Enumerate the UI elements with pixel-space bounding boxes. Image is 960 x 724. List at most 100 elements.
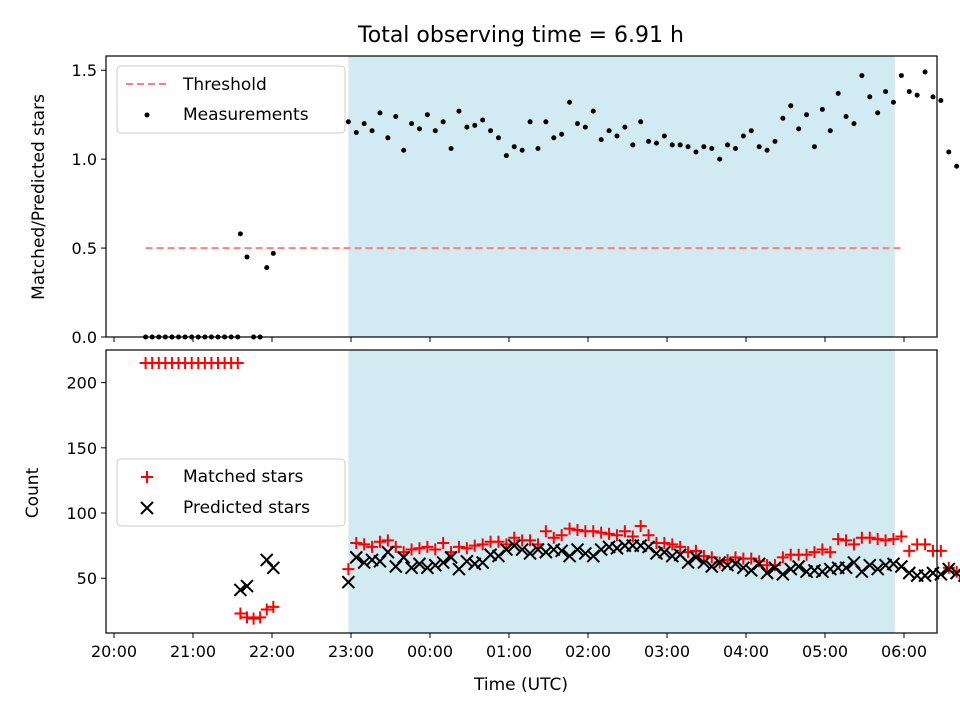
matched-star-point [642, 529, 655, 542]
matched-star-point [808, 546, 821, 559]
measurement-point [772, 138, 778, 144]
measurement-point [701, 144, 707, 150]
matched-star-point [674, 540, 687, 553]
measurement-point [938, 97, 944, 103]
bottom-legend: Matched stars Predicted stars [116, 458, 346, 527]
measurement-point [527, 119, 533, 125]
matched-star-point [840, 534, 853, 547]
measurement-point [804, 112, 810, 118]
matched-star-point [539, 525, 552, 538]
measurement-point [835, 90, 841, 96]
legend-predicted-swatch [140, 501, 154, 515]
measurement-point [669, 142, 675, 148]
predicted-star-point [507, 538, 521, 553]
predicted-star-point [610, 541, 624, 555]
top-y-tick-label: 0.5 [72, 239, 97, 258]
matched-star-point [666, 538, 679, 551]
predicted-star-point [266, 561, 281, 575]
measurement-point [851, 121, 857, 127]
matched-star-point [373, 535, 386, 548]
matched-star-point [824, 546, 837, 559]
predicted-star-point [776, 567, 790, 582]
measurement-point [954, 163, 960, 169]
measurement-point [922, 69, 928, 75]
matched-star-point [903, 544, 916, 557]
bottom-y-tick-label: 150 [66, 439, 97, 458]
measurement-point [685, 144, 691, 150]
bottom-x-tick-label: 23:00 [328, 642, 374, 661]
matched-star-point [366, 540, 379, 553]
bottom-x-tick-label: 04:00 [723, 642, 769, 661]
matched-star-point [260, 603, 273, 616]
measurement-point [503, 153, 509, 159]
bottom-x-tick-label: 21:00 [170, 642, 216, 661]
measurement-point [448, 145, 454, 151]
matched-star-point [871, 533, 884, 546]
bottom-x-tick-label: 02:00 [565, 642, 611, 661]
bottom-panel: 50 100 150 200 20:00 21:00 22:00 23:00 00:00 01:0… [66, 349, 960, 661]
measurement-point [906, 89, 912, 95]
matched-star-point [689, 544, 702, 557]
measurement-point [369, 128, 375, 134]
matched-star-point [832, 533, 845, 546]
measurement-point [875, 110, 881, 116]
legend-matched-swatch [141, 471, 153, 483]
matched-star-point [634, 520, 647, 533]
bottom-x-tick-label: 01:00 [486, 642, 532, 661]
matched-star-point [547, 531, 560, 544]
measurement-point [677, 142, 683, 148]
top-y-tick-label: 1.5 [72, 61, 97, 80]
matched-star-point [452, 540, 465, 553]
legend-predicted-label: Predicted stars [183, 498, 310, 518]
matched-star-point [421, 540, 434, 553]
measurement-point [764, 147, 770, 153]
measurement-point [424, 112, 430, 118]
measurement-point [811, 144, 817, 150]
bottom-x-tick-label: 06:00 [881, 642, 927, 661]
matched-star-point [618, 525, 631, 538]
matched-star-point [429, 543, 442, 556]
matched-star-point [231, 357, 244, 370]
predicted-star-point [531, 542, 545, 557]
predicted-star-point [657, 545, 672, 559]
predicted-star-point [570, 542, 585, 557]
x-axis-label: Time (UTC) [473, 675, 568, 695]
matched-star-point [816, 543, 829, 556]
matched-star-point [697, 550, 710, 563]
matched-star-point [603, 527, 616, 540]
top-y-axis-label: Matched/Predicted stars [29, 94, 49, 300]
measurement-point [748, 128, 754, 134]
matched-star-point [610, 529, 623, 542]
measurement-point [859, 73, 865, 79]
predicted-star-point [918, 568, 932, 583]
measurement-point [535, 145, 541, 151]
bottom-y-axis-label: Count [23, 467, 43, 518]
predicted-star-point [689, 550, 703, 565]
predicted-star-point [420, 561, 435, 575]
top-legend: Threshold Measurements [116, 65, 346, 134]
top-observing-window [348, 56, 895, 337]
predicted-star-point [870, 562, 885, 576]
top-legend-box [116, 65, 346, 134]
matched-star-point [492, 535, 505, 548]
measurement-point [244, 254, 250, 260]
bottom-legend-box [116, 458, 346, 527]
predicted-star-point [760, 566, 774, 580]
matched-star-point [413, 542, 426, 555]
matched-star-point [508, 531, 521, 544]
bottom-x-tick-label: 22:00 [249, 642, 295, 661]
measurement-point [819, 106, 825, 112]
matched-star-point [800, 548, 813, 561]
measurement-point [401, 147, 407, 153]
matched-star-point [879, 534, 892, 547]
measurement-point [345, 119, 351, 125]
top-axes-frame [105, 55, 938, 338]
bottom-y-tick-label: 200 [66, 374, 97, 393]
measurement-point [661, 133, 667, 139]
matched-star-point [571, 523, 584, 536]
predicted-star-point [594, 542, 608, 557]
predicted-star-point [578, 546, 593, 561]
predicted-star-point [736, 561, 751, 575]
measurement-point [638, 119, 644, 125]
predicted-star-point [444, 550, 458, 565]
